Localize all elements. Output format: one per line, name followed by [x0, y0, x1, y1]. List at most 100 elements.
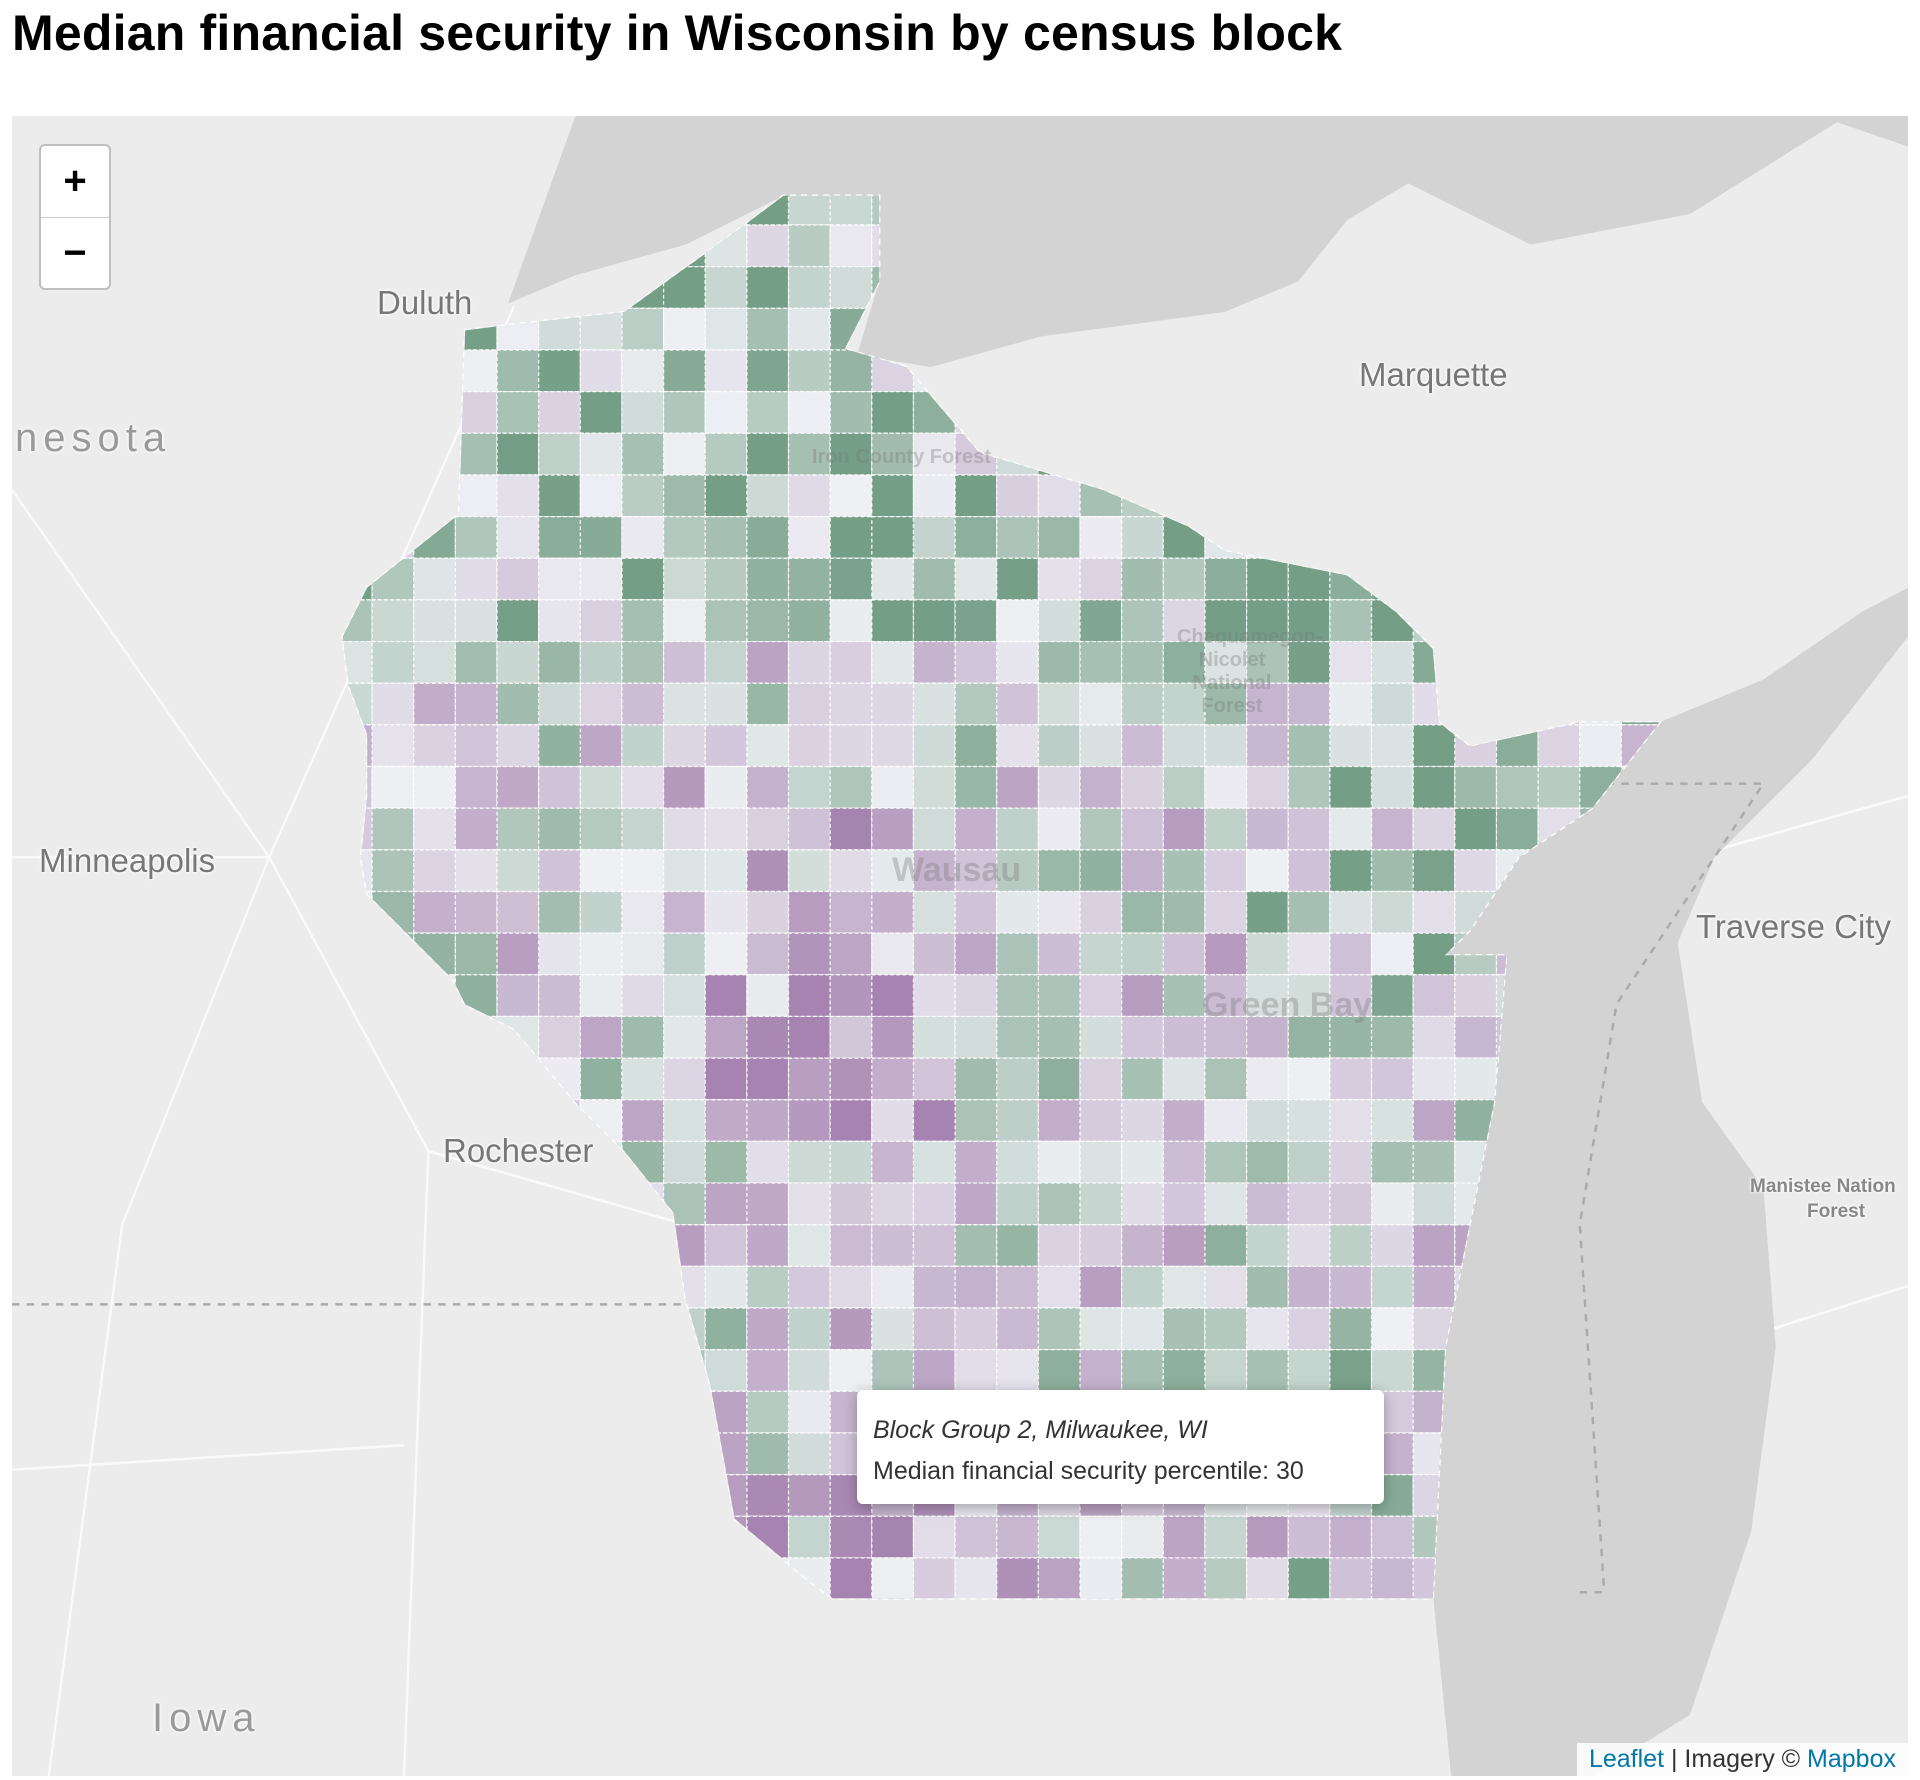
census-block[interactable]	[704, 682, 748, 726]
census-block[interactable]	[413, 640, 456, 684]
census-block[interactable]	[829, 1099, 873, 1143]
census-block[interactable]	[1287, 1140, 1331, 1184]
census-block[interactable]	[371, 807, 415, 851]
census-block[interactable]	[454, 599, 498, 643]
census-block[interactable]	[1245, 890, 1289, 934]
census-block[interactable]	[1037, 474, 1081, 518]
census-block[interactable]	[1454, 807, 1498, 851]
census-block[interactable]	[1121, 515, 1164, 559]
census-block[interactable]	[1162, 1057, 1206, 1101]
census-block[interactable]	[1121, 1515, 1164, 1559]
census-block[interactable]	[1204, 1515, 1248, 1559]
census-block[interactable]	[1079, 1349, 1123, 1392]
census-block[interactable]	[538, 765, 581, 809]
census-block[interactable]	[1245, 724, 1289, 768]
census-block[interactable]	[1121, 724, 1164, 768]
census-block[interactable]	[413, 765, 456, 809]
census-block[interactable]	[413, 724, 456, 768]
census-block[interactable]	[1370, 682, 1414, 726]
census-block[interactable]	[1245, 682, 1289, 726]
census-block[interactable]	[621, 682, 665, 726]
census-block[interactable]	[829, 932, 873, 976]
census-block[interactable]	[1287, 807, 1331, 851]
census-block[interactable]	[413, 599, 456, 643]
census-block[interactable]	[1079, 640, 1123, 684]
census-block[interactable]	[1079, 1557, 1123, 1600]
census-block[interactable]	[787, 890, 831, 934]
census-block[interactable]	[996, 474, 1039, 518]
leaflet-link[interactable]: Leaflet	[1588, 1745, 1665, 1773]
census-block[interactable]	[996, 1099, 1039, 1143]
census-block[interactable]	[704, 391, 748, 434]
census-block[interactable]	[954, 1515, 998, 1559]
census-block[interactable]	[954, 599, 998, 643]
census-block[interactable]	[746, 1307, 790, 1351]
census-block[interactable]	[829, 807, 873, 851]
census-block[interactable]	[1454, 765, 1498, 809]
census-block[interactable]	[1329, 849, 1373, 893]
census-block[interactable]	[829, 849, 873, 893]
census-block[interactable]	[1121, 1557, 1164, 1600]
census-block[interactable]	[954, 1015, 998, 1059]
census-block[interactable]	[871, 932, 915, 976]
census-block[interactable]	[996, 515, 1039, 559]
census-block[interactable]	[871, 724, 915, 768]
census-block[interactable]	[1204, 557, 1248, 601]
census-block[interactable]	[871, 432, 915, 476]
census-block[interactable]	[1245, 1515, 1289, 1559]
census-block[interactable]	[787, 599, 831, 643]
census-block[interactable]	[662, 765, 706, 809]
census-block[interactable]	[1287, 682, 1331, 726]
census-block[interactable]	[1121, 682, 1164, 726]
census-block[interactable]	[1121, 1015, 1164, 1059]
census-block[interactable]	[1079, 765, 1123, 809]
map[interactable]: + − Duluth Marquette nesota Minneapolis …	[12, 116, 1908, 1776]
census-block[interactable]	[538, 432, 581, 476]
census-block[interactable]	[704, 1307, 748, 1351]
census-block[interactable]	[1079, 1057, 1123, 1101]
census-block[interactable]	[829, 724, 873, 768]
census-block[interactable]	[1037, 1515, 1081, 1559]
census-block[interactable]	[954, 1557, 998, 1600]
census-block[interactable]	[996, 640, 1039, 684]
census-block[interactable]	[912, 640, 956, 684]
census-block[interactable]	[1245, 1015, 1289, 1059]
census-block[interactable]	[1204, 765, 1248, 809]
census-block[interactable]	[1370, 724, 1414, 768]
census-block[interactable]	[912, 1515, 956, 1559]
census-block[interactable]	[1079, 724, 1123, 768]
census-block[interactable]	[1037, 1099, 1081, 1143]
census-block[interactable]	[1121, 1349, 1164, 1392]
census-block[interactable]	[1079, 1140, 1123, 1184]
census-block[interactable]	[829, 1515, 873, 1559]
census-block[interactable]	[996, 1224, 1039, 1267]
census-block[interactable]	[912, 932, 956, 976]
census-block[interactable]	[1370, 932, 1414, 976]
census-block[interactable]	[871, 1265, 915, 1309]
census-block[interactable]	[954, 1349, 998, 1392]
census-block[interactable]	[454, 432, 498, 476]
census-block[interactable]	[621, 640, 665, 684]
census-block[interactable]	[621, 599, 665, 643]
census-block[interactable]	[954, 1140, 998, 1184]
census-block[interactable]	[1204, 932, 1248, 976]
census-block[interactable]	[621, 724, 665, 768]
census-block[interactable]	[1412, 807, 1456, 851]
census-block[interactable]	[1287, 1057, 1331, 1101]
census-block[interactable]	[1121, 640, 1164, 684]
census-block[interactable]	[621, 307, 665, 351]
census-block[interactable]	[954, 1182, 998, 1226]
census-block[interactable]	[1287, 1015, 1331, 1059]
census-block[interactable]	[746, 849, 790, 893]
census-block[interactable]	[496, 640, 540, 684]
census-block[interactable]	[1121, 1182, 1164, 1226]
census-block[interactable]	[454, 557, 498, 601]
census-block[interactable]	[1037, 557, 1081, 601]
census-block[interactable]	[1037, 1182, 1081, 1226]
census-block[interactable]	[912, 599, 956, 643]
census-block[interactable]	[829, 1224, 873, 1267]
census-block[interactable]	[1287, 1515, 1331, 1559]
census-block[interactable]	[746, 765, 790, 809]
census-block[interactable]	[787, 1057, 831, 1101]
census-block[interactable]	[996, 932, 1039, 976]
